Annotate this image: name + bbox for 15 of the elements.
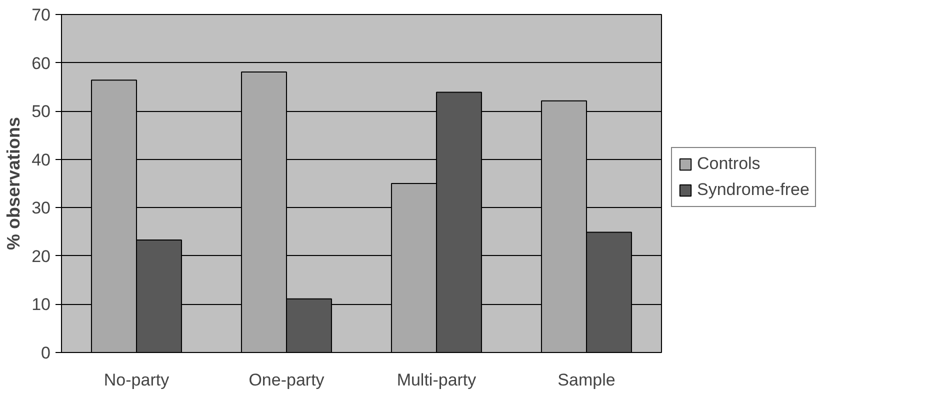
y-tick-label: 40 xyxy=(32,150,51,170)
legend-label: Syndrome-free xyxy=(697,180,810,200)
x-tick-label: No-party xyxy=(104,370,170,390)
y-tick-label: 50 xyxy=(32,102,51,122)
y-tick-label: 60 xyxy=(32,54,51,73)
x-tick-label: Sample xyxy=(558,370,616,390)
y-tick-label: 10 xyxy=(32,295,51,314)
y-tick-label: 0 xyxy=(41,344,51,362)
legend-label: Controls xyxy=(697,154,760,174)
x-tick-label: Multi-party xyxy=(396,370,477,390)
x-tick-label: One-party xyxy=(248,370,325,390)
y-axis-title: % observations xyxy=(4,116,24,250)
y-tick-label: 20 xyxy=(32,246,51,266)
y-tick-label: 30 xyxy=(32,198,51,218)
y-tick-label: 70 xyxy=(32,6,51,24)
